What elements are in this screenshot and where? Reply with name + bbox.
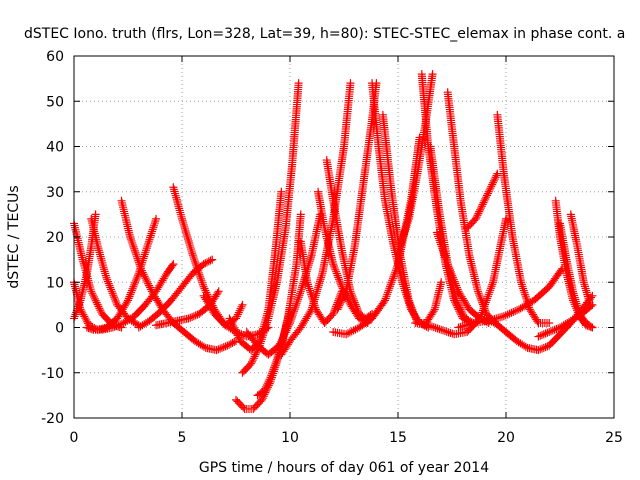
series-arc-20 — [333, 79, 381, 314]
y-tick-label: 50 — [46, 94, 64, 110]
y-tick-label: 0 — [55, 321, 64, 337]
x-tick-label: 20 — [497, 430, 515, 446]
plus-markers — [333, 79, 381, 314]
chart-title: dSTEC Iono. truth (flrs, Lon=328, Lat=39… — [24, 26, 625, 42]
y-tick-label: 20 — [46, 230, 64, 246]
grid-lines — [74, 56, 614, 418]
series-arc-37 — [534, 300, 597, 341]
x-tick-label: 0 — [70, 430, 79, 446]
y-axis-label: dSTEC / TECUs — [6, 185, 22, 288]
plus-markers — [87, 214, 143, 330]
y-tick-label: -20 — [41, 411, 64, 427]
series-arc-7 — [134, 255, 217, 332]
series-arc-14 — [225, 187, 286, 355]
series-arc-35 — [556, 219, 597, 332]
x-tick-label: 5 — [178, 430, 187, 446]
y-tick-label: -10 — [41, 366, 64, 382]
plus-markers — [454, 264, 567, 332]
series-arc-30 — [463, 169, 502, 232]
plus-markers — [225, 187, 286, 355]
plus-markers — [556, 219, 597, 332]
plus-markers — [417, 70, 476, 327]
plus-markers — [411, 214, 510, 339]
axis-ticks: 0 5 10 15 20 25 -20 -10 0 10 20 30 40 50 60 — [41, 49, 623, 446]
data-points — [70, 70, 597, 413]
plus-markers — [493, 110, 554, 327]
series-arc-36 — [566, 210, 595, 309]
plus-markers — [463, 169, 502, 232]
series-arc-25 — [417, 70, 476, 327]
y-tick-label: 10 — [46, 275, 64, 291]
y-tick-label: 30 — [46, 185, 64, 201]
x-tick-label: 25 — [605, 430, 623, 446]
x-axis-label: GPS time / hours of day 061 of year 2014 — [199, 460, 489, 476]
series-arc-33 — [454, 264, 567, 332]
series-arc-31 — [493, 110, 554, 327]
plus-markers — [534, 300, 597, 341]
x-tick-label: 10 — [281, 430, 299, 446]
plus-markers — [566, 210, 595, 309]
y-tick-label: 60 — [46, 49, 64, 65]
series-arc-5 — [87, 214, 143, 330]
series-arc-29 — [411, 214, 510, 339]
x-tick-label: 15 — [389, 430, 407, 446]
plus-markers — [134, 255, 217, 332]
y-tick-label: 40 — [46, 140, 64, 156]
